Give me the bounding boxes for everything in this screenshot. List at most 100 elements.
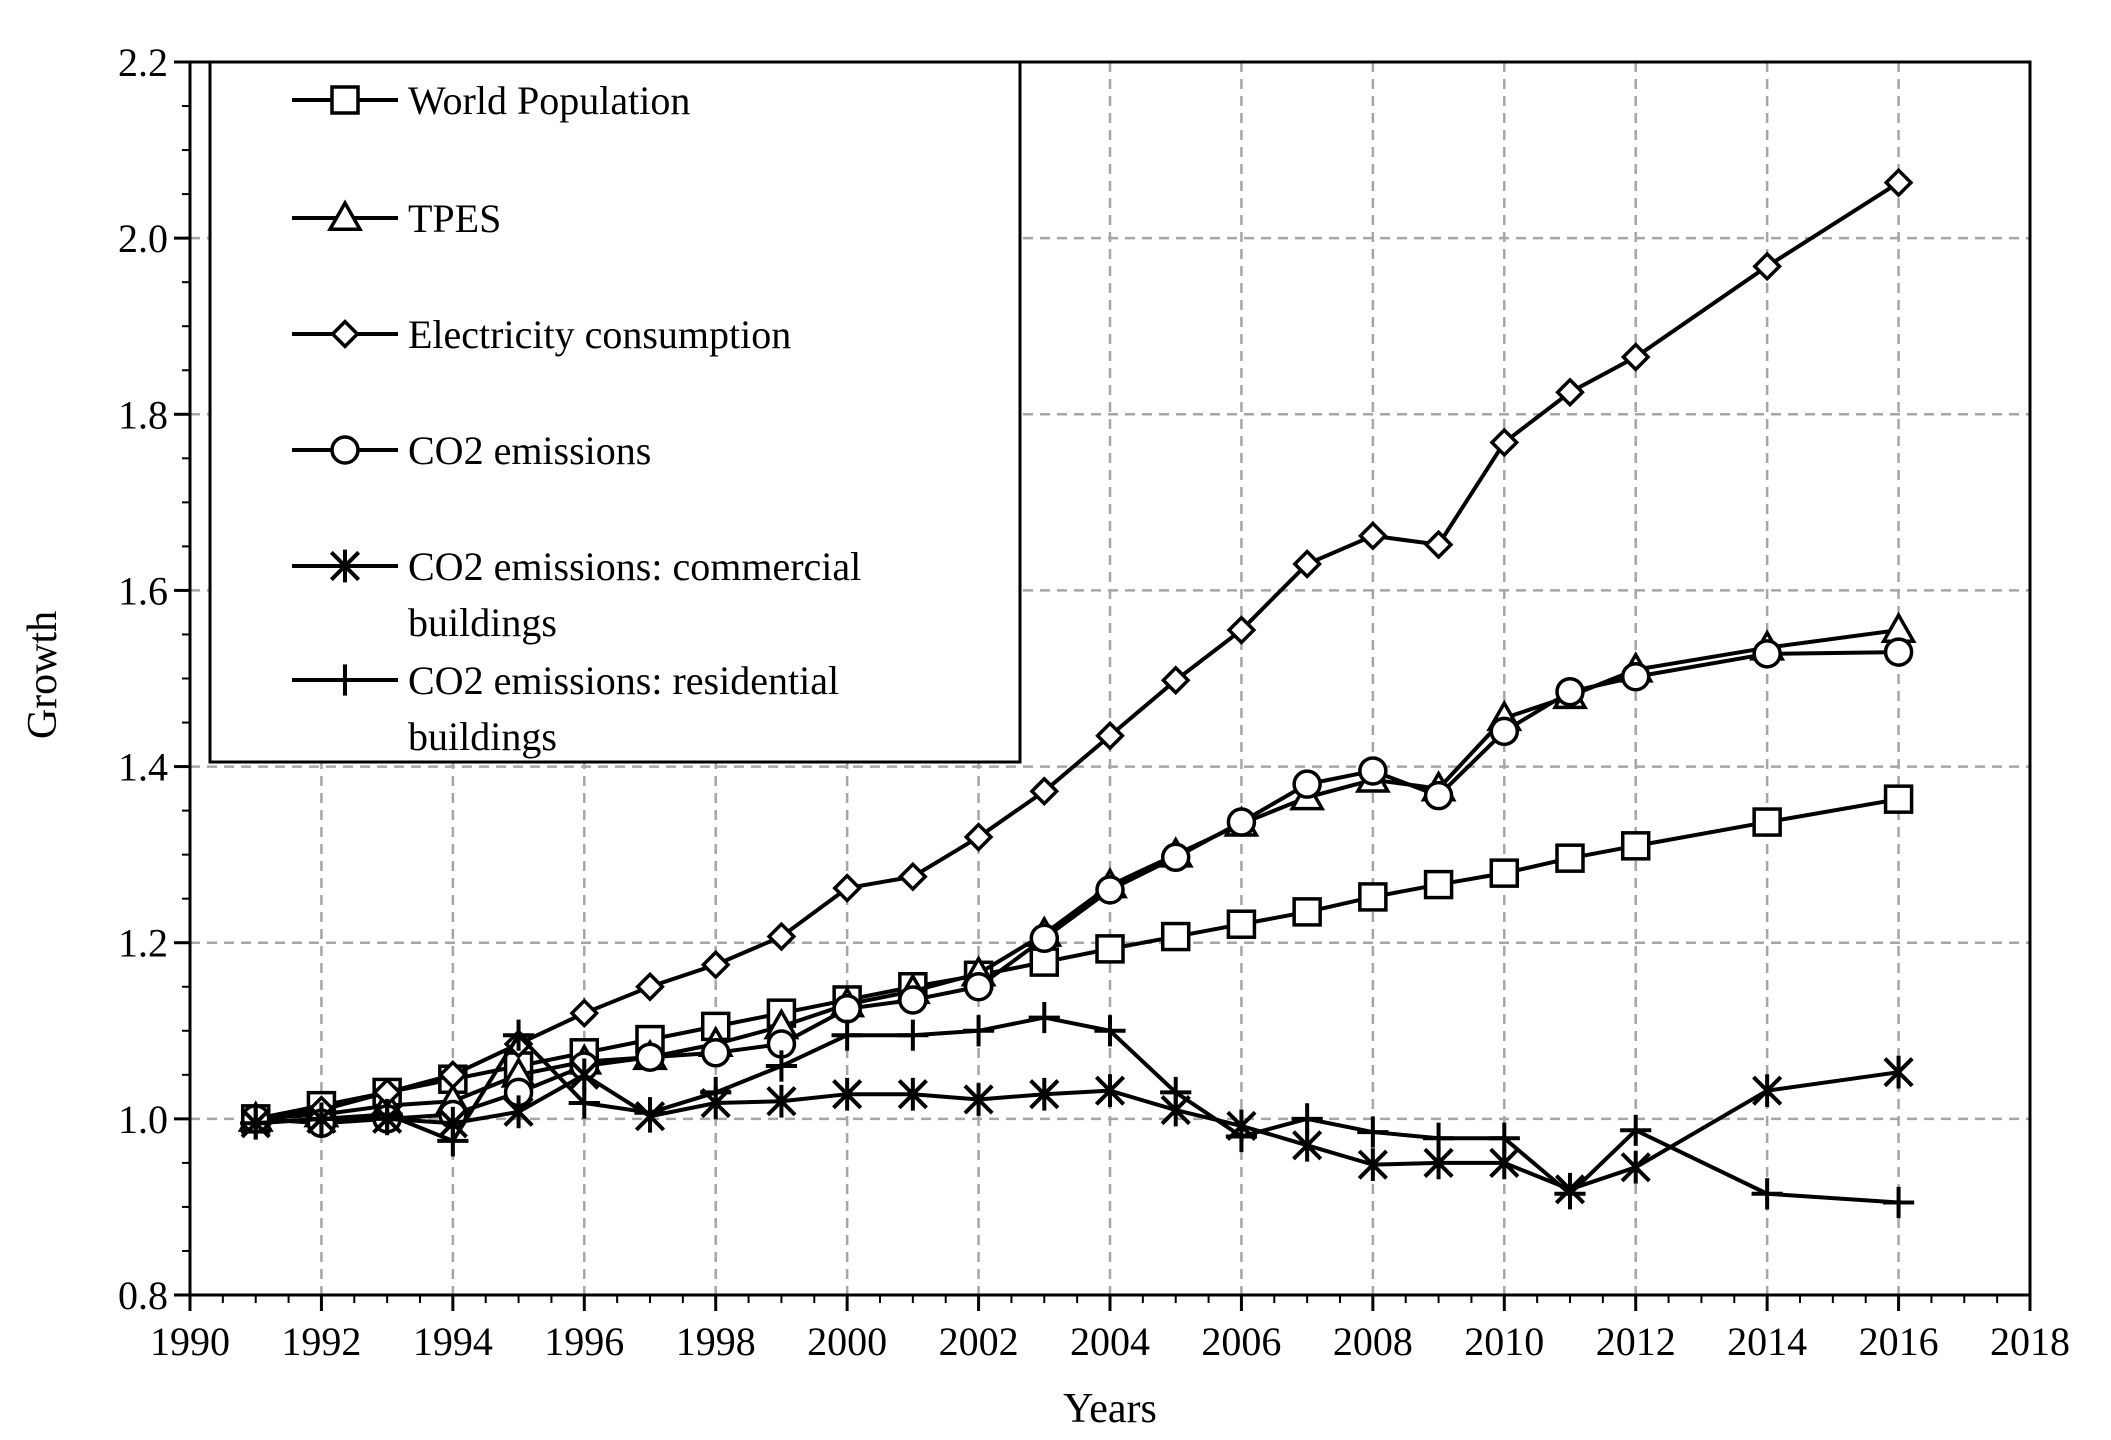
- x-tick-label: 2002: [939, 1319, 1019, 1364]
- data-point-co2-emissions-residential-buildings: [1028, 1001, 1060, 1034]
- data-point-co2-emissions-commercial-buildings: [963, 1083, 994, 1116]
- data-point-co2-emissions-residential-buildings: [1620, 1114, 1652, 1146]
- data-point-co2-emissions-commercial-buildings: [503, 1095, 534, 1129]
- data-series: [237, 167, 1917, 1219]
- data-point-co2-emissions-commercial-buildings: [1752, 1074, 1783, 1108]
- data-point-electricity-consumption: [898, 861, 928, 892]
- data-point-world-population: [1883, 784, 1914, 814]
- data-point-co2-emissions-residential-buildings: [831, 1019, 863, 1051]
- x-tick-label: 2018: [1990, 1319, 2070, 1364]
- data-point-co2-emissions-commercial-buildings: [1357, 1148, 1388, 1182]
- legend-item: CO2 emissions: [292, 428, 651, 473]
- y-tick-label: 2.2: [118, 40, 168, 85]
- data-point-electricity-consumption: [1883, 167, 1914, 198]
- x-tick-label: 2012: [1596, 1319, 1676, 1364]
- data-point-world-population: [1752, 807, 1782, 837]
- y-tick-label: 1.0: [118, 1097, 168, 1142]
- data-point-co2-emissions: [1883, 637, 1914, 667]
- data-point-electricity-consumption: [766, 921, 797, 952]
- x-tick-label: 2016: [1859, 1319, 1939, 1364]
- data-point-co2-emissions: [898, 985, 928, 1015]
- x-tick-label: 2004: [1070, 1319, 1150, 1364]
- data-point-world-population: [1292, 897, 1322, 927]
- data-point-electricity-consumption: [1620, 342, 1651, 372]
- data-point-co2-emissions: [832, 994, 862, 1024]
- x-tick-label: 1996: [544, 1319, 624, 1364]
- y-tick-label: 1.2: [118, 921, 168, 966]
- data-point-co2-emissions-residential-buildings: [240, 1107, 272, 1139]
- data-point-electricity-consumption: [963, 822, 994, 852]
- legend-marker-circle: [330, 435, 360, 465]
- legend-label: buildings: [408, 600, 557, 645]
- axes: [174, 60, 2032, 1311]
- data-point-co2-emissions-commercial-buildings: [569, 1058, 600, 1092]
- legend-label: Electricity consumption: [408, 312, 791, 357]
- data-point-electricity-consumption: [1095, 720, 1125, 751]
- data-point-co2-emissions-residential-buildings: [634, 1097, 666, 1129]
- legend-marker-plus: [329, 664, 361, 696]
- x-tick-label: 1998: [676, 1319, 756, 1364]
- data-point-co2-emissions-residential-buildings: [371, 1098, 403, 1131]
- data-point-co2-emissions-commercial-buildings: [1029, 1077, 1060, 1111]
- data-point-co2-emissions-residential-buildings: [305, 1103, 338, 1135]
- data-point-co2-emissions: [1620, 661, 1651, 692]
- legend-label: CO2 emissions: [408, 428, 651, 473]
- y-tick-label: 1.6: [118, 568, 168, 613]
- data-point-electricity-consumption: [1423, 529, 1454, 560]
- y-tick-label: 0.8: [118, 1273, 168, 1318]
- x-tick-label: 2010: [1464, 1319, 1544, 1364]
- legend: World Population TPES Electricity consumpt…: [208, 60, 1022, 764]
- data-point-co2-emissions-residential-buildings: [700, 1076, 732, 1109]
- legend-marker-square: [330, 85, 360, 115]
- data-point-co2-emissions-residential-buildings: [765, 1050, 798, 1082]
- data-point-co2-emissions-residential-buildings: [568, 1087, 600, 1119]
- legend-marker-triangle: [327, 199, 363, 231]
- data-point-co2-emissions: [1752, 639, 1782, 669]
- x-tick-label: 1992: [281, 1319, 361, 1364]
- data-point-electricity-consumption: [1292, 549, 1322, 579]
- x-axis-title: Years: [1063, 1386, 1157, 1432]
- data-point-co2-emissions-commercial-buildings: [1883, 1055, 1914, 1089]
- data-point-co2-emissions-commercial-buildings: [897, 1077, 928, 1111]
- data-point-co2-emissions-residential-buildings: [1554, 1178, 1586, 1210]
- series-line-co2-emissions-residential-buildings: [255, 1015, 1899, 1205]
- legend-item: CO2 emissions: residential buildings: [292, 658, 839, 759]
- legend-label: CO2 emissions: commercial: [408, 544, 861, 589]
- data-point-co2-emissions-residential-buildings: [1488, 1122, 1520, 1154]
- data-point-electricity-consumption: [1555, 377, 1585, 408]
- data-point-electricity-consumption: [438, 1059, 468, 1090]
- data-point-co2-emissions-residential-buildings: [1357, 1116, 1389, 1148]
- legend-label: World Population: [408, 78, 690, 123]
- data-point-co2-emissions-commercial-buildings: [1094, 1074, 1126, 1108]
- legend-item: TPES: [292, 196, 501, 241]
- data-point-co2-emissions: [1555, 676, 1585, 707]
- data-point-world-population: [1423, 869, 1454, 900]
- data-point-co2-emissions: [1423, 780, 1454, 811]
- x-tick-label: 1994: [413, 1319, 493, 1364]
- tick-labels: 1990 1992 1994 1996 1998 2000 2002 2004 2006 2008…: [118, 40, 2070, 1364]
- data-point-electricity-consumption: [1029, 776, 1060, 807]
- data-point-co2-emissions: [1358, 756, 1388, 786]
- x-tick-label: 2000: [807, 1319, 887, 1364]
- data-point-electricity-consumption: [569, 998, 600, 1028]
- data-point-co2-emissions-residential-buildings: [1160, 1076, 1192, 1109]
- legend-marker-asterisk: [329, 549, 361, 583]
- data-point-electricity-consumption: [1160, 665, 1191, 696]
- data-point-co2-emissions-residential-buildings: [437, 1125, 469, 1157]
- data-point-co2-emissions-commercial-buildings: [832, 1077, 863, 1111]
- data-point-world-population: [1555, 843, 1585, 873]
- data-point-co2-emissions-commercial-buildings: [1620, 1150, 1651, 1184]
- y-tick-label: 2.0: [118, 216, 168, 261]
- data-point-world-population: [1226, 909, 1257, 939]
- data-point-co2-emissions-commercial-buildings: [766, 1084, 797, 1118]
- data-point-electricity-consumption: [832, 873, 862, 903]
- legend-label: TPES: [408, 196, 501, 241]
- legend-item: Electricity consumption: [292, 312, 791, 357]
- data-point-electricity-consumption: [700, 949, 731, 980]
- y-tick-label: 1.8: [118, 392, 168, 437]
- y-tick-label: 1.4: [118, 745, 168, 790]
- data-point-co2-emissions: [963, 972, 994, 1002]
- data-point-co2-emissions: [1292, 769, 1322, 799]
- legend-item: World Population: [292, 78, 690, 123]
